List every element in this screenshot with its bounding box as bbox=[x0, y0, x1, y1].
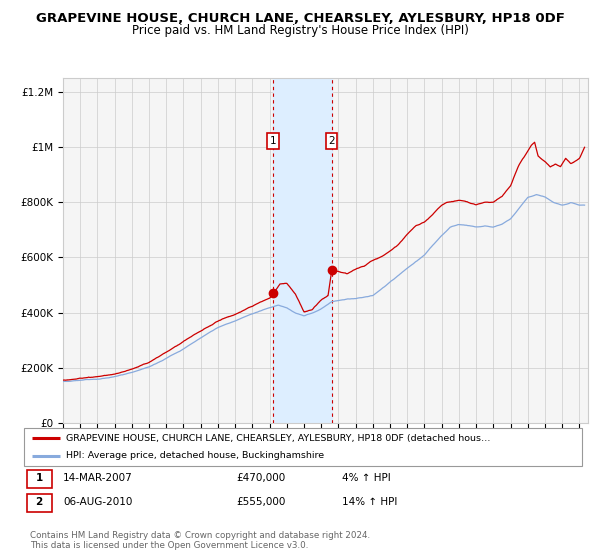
FancyBboxPatch shape bbox=[27, 494, 52, 512]
Text: 2: 2 bbox=[35, 497, 43, 507]
Text: £470,000: £470,000 bbox=[236, 473, 285, 483]
Text: £555,000: £555,000 bbox=[236, 497, 286, 507]
Text: HPI: Average price, detached house, Buckinghamshire: HPI: Average price, detached house, Buck… bbox=[66, 451, 324, 460]
Text: Contains HM Land Registry data © Crown copyright and database right 2024.
This d: Contains HM Land Registry data © Crown c… bbox=[30, 531, 370, 550]
Text: GRAPEVINE HOUSE, CHURCH LANE, CHEARSLEY, AYLESBURY, HP18 0DF (detached hous…: GRAPEVINE HOUSE, CHURCH LANE, CHEARSLEY,… bbox=[66, 433, 490, 442]
Text: 06-AUG-2010: 06-AUG-2010 bbox=[63, 497, 133, 507]
Bar bbox=[273, 78, 332, 423]
Text: Price paid vs. HM Land Registry's House Price Index (HPI): Price paid vs. HM Land Registry's House … bbox=[131, 24, 469, 36]
Text: 4% ↑ HPI: 4% ↑ HPI bbox=[342, 473, 391, 483]
Text: GRAPEVINE HOUSE, CHURCH LANE, CHEARSLEY, AYLESBURY, HP18 0DF: GRAPEVINE HOUSE, CHURCH LANE, CHEARSLEY,… bbox=[35, 12, 565, 25]
Text: 14-MAR-2007: 14-MAR-2007 bbox=[63, 473, 133, 483]
FancyBboxPatch shape bbox=[24, 428, 582, 466]
Text: 1: 1 bbox=[35, 473, 43, 483]
Text: 2: 2 bbox=[328, 136, 335, 146]
Text: 14% ↑ HPI: 14% ↑ HPI bbox=[342, 497, 397, 507]
Text: 1: 1 bbox=[269, 136, 277, 146]
FancyBboxPatch shape bbox=[27, 470, 52, 488]
